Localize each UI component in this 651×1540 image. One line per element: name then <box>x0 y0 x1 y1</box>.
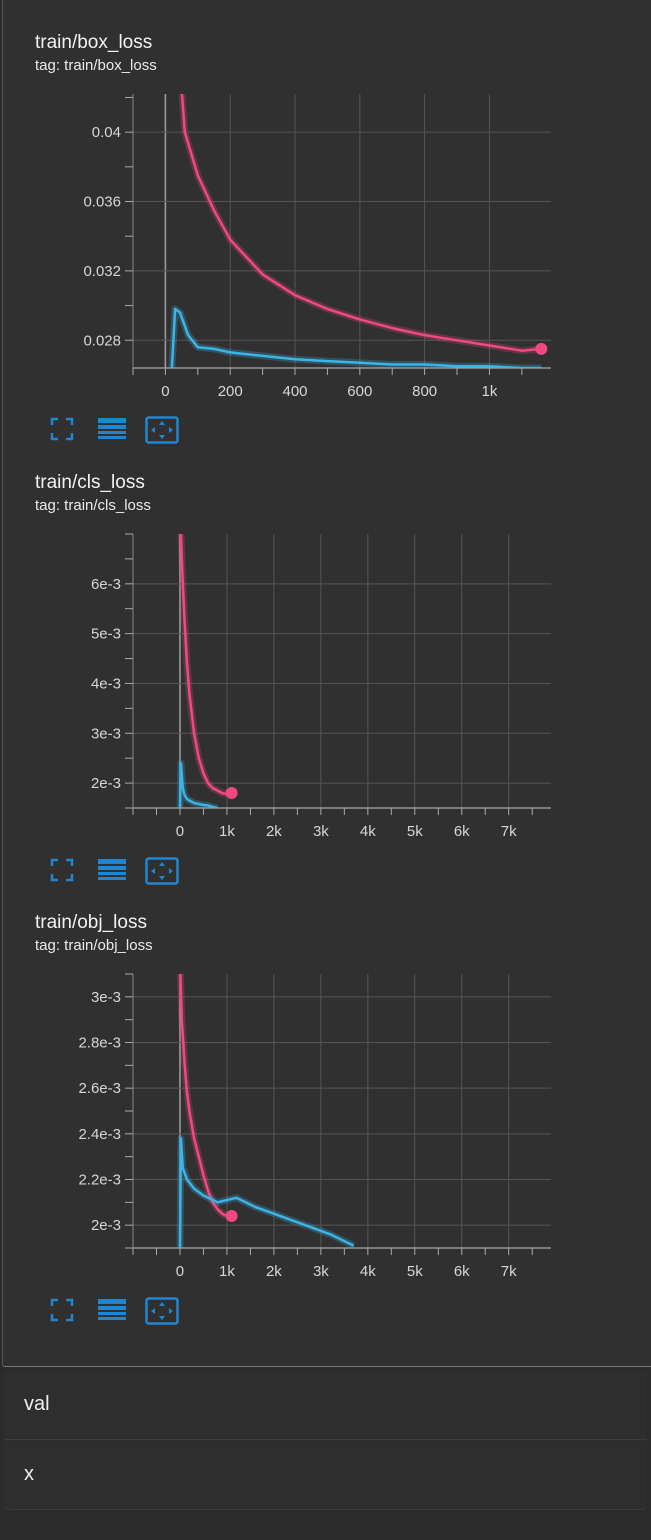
x-tick-label: 7k <box>501 823 517 840</box>
section-label: val <box>24 1393 50 1415</box>
chart-tag: tag: train/cls_loss <box>35 497 151 514</box>
x-tick-label: 400 <box>282 383 307 400</box>
line-chart-cls-loss[interactable]: 0 1k 2k 3k 4k 5k 6k 7k 2e-3 3e-3 4e-3 5e-3 6e-3 <box>3 530 651 850</box>
fit-domain-button[interactable] <box>145 857 179 885</box>
series-line <box>178 761 218 808</box>
train-scalars-panel: train/box_loss tag: train/box_loss 0 200 4… <box>2 0 651 1367</box>
data-table-icon <box>98 418 126 439</box>
series-raw-line <box>177 534 233 798</box>
x-tick-label: 4k <box>360 1263 376 1280</box>
y-tick-label: 3e-3 <box>91 725 121 742</box>
x-tick-label: 6k <box>454 823 470 840</box>
data-table-icon <box>98 1299 126 1320</box>
chart-tag: tag: train/obj_loss <box>35 937 153 954</box>
fit-domain-button[interactable] <box>145 416 179 444</box>
data-table-icon <box>98 859 126 880</box>
fullscreen-icon <box>50 858 74 882</box>
section-header-x[interactable]: x <box>4 1441 647 1510</box>
x-tick-label: 600 <box>347 383 372 400</box>
x-tick-label: 0 <box>176 1263 184 1280</box>
section-header-val[interactable]: val <box>4 1371 647 1440</box>
x-tick-label: 5k <box>407 1263 423 1280</box>
series-group <box>176 534 233 808</box>
line-chart-obj-loss[interactable]: 0 1k 2k 3k 4k 5k 6k 7k 2e-3 2.2e-3 2.4e-3 2.6e-3 2.8… <box>3 970 651 1290</box>
chart-title: train/cls_loss <box>35 472 145 493</box>
x-tick-label: 7k <box>501 1263 517 1280</box>
series-end-point <box>225 1210 238 1223</box>
x-tick-label: 200 <box>218 383 243 400</box>
series-line <box>179 974 232 1218</box>
y-tick-label: 2.8e-3 <box>78 1035 121 1052</box>
x-tick-label: 1k <box>219 1263 235 1280</box>
grid-lines <box>133 94 551 368</box>
y-tick-label: 0.036 <box>83 194 121 211</box>
y-tick-label: 5e-3 <box>91 626 121 643</box>
y-tick-label: 0.032 <box>83 263 121 280</box>
series-raw-line <box>176 1134 356 1248</box>
x-tick-label: 4k <box>360 823 376 840</box>
x-tick-label: 3k <box>313 1263 329 1280</box>
fullscreen-button[interactable] <box>49 416 79 444</box>
y-tick-label: 0.04 <box>92 124 121 141</box>
y-tick-label: 3e-3 <box>91 989 121 1006</box>
x-tick-label: 6k <box>454 1263 470 1280</box>
fit-domain-icon <box>145 1297 179 1325</box>
x-tick-label: 2k <box>266 823 282 840</box>
y-tick-label: 2.6e-3 <box>78 1080 121 1097</box>
series-group <box>168 94 542 368</box>
y-tick-label: 2.2e-3 <box>78 1172 121 1189</box>
chart-title: train/obj_loss <box>35 912 147 933</box>
fullscreen-icon <box>50 1298 74 1322</box>
y-tick-label: 2.4e-3 <box>78 1126 121 1143</box>
x-tick-label: 3k <box>313 823 329 840</box>
series-group <box>176 974 356 1248</box>
data-table-button[interactable] <box>97 1297 127 1325</box>
fit-domain-icon <box>145 857 179 885</box>
series-line <box>180 94 542 352</box>
chart-card-cls-loss: train/cls_loss tag: train/cls_loss 0 1k 2k… <box>3 455 651 895</box>
y-tick-label: 4e-3 <box>91 675 121 692</box>
series-line <box>170 307 542 368</box>
line-chart-box-loss[interactable]: 0 200 400 600 800 1k 0.028 0.032 0.036 0.04 <box>3 90 651 410</box>
series-end-point <box>225 787 238 800</box>
chart-card-obj-loss: train/obj_loss tag: train/obj_loss 0 1k 2k… <box>3 895 651 1335</box>
chart-title: train/box_loss <box>35 32 153 53</box>
chart-tag: tag: train/box_loss <box>35 57 157 74</box>
fit-domain-button[interactable] <box>145 1297 179 1325</box>
series-line <box>179 534 232 796</box>
y-tick-label: 6e-3 <box>91 576 121 593</box>
x-tick-label: 1k <box>482 383 498 400</box>
fullscreen-button[interactable] <box>49 1297 79 1325</box>
x-tick-label: 2k <box>266 1263 282 1280</box>
x-tick-label: 5k <box>407 823 423 840</box>
x-tick-label: 0 <box>176 823 184 840</box>
fullscreen-button[interactable] <box>49 857 79 885</box>
data-table-button[interactable] <box>97 416 127 444</box>
fullscreen-icon <box>50 417 74 441</box>
series-end-point <box>535 342 548 355</box>
grid-lines <box>133 974 551 1248</box>
chart-card-box-loss: train/box_loss tag: train/box_loss 0 200 4… <box>3 0 651 455</box>
series-line <box>178 1137 355 1248</box>
x-tick-label: 800 <box>412 383 437 400</box>
data-table-button[interactable] <box>97 857 127 885</box>
x-tick-label: 0 <box>161 383 169 400</box>
y-tick-label: 0.028 <box>83 332 121 349</box>
y-tick-label: 2e-3 <box>91 775 121 792</box>
fit-domain-icon <box>145 416 179 444</box>
section-label: x <box>24 1463 34 1485</box>
x-tick-label: 1k <box>219 823 235 840</box>
grid-lines <box>133 534 551 808</box>
y-tick-label: 2e-3 <box>91 1217 121 1234</box>
